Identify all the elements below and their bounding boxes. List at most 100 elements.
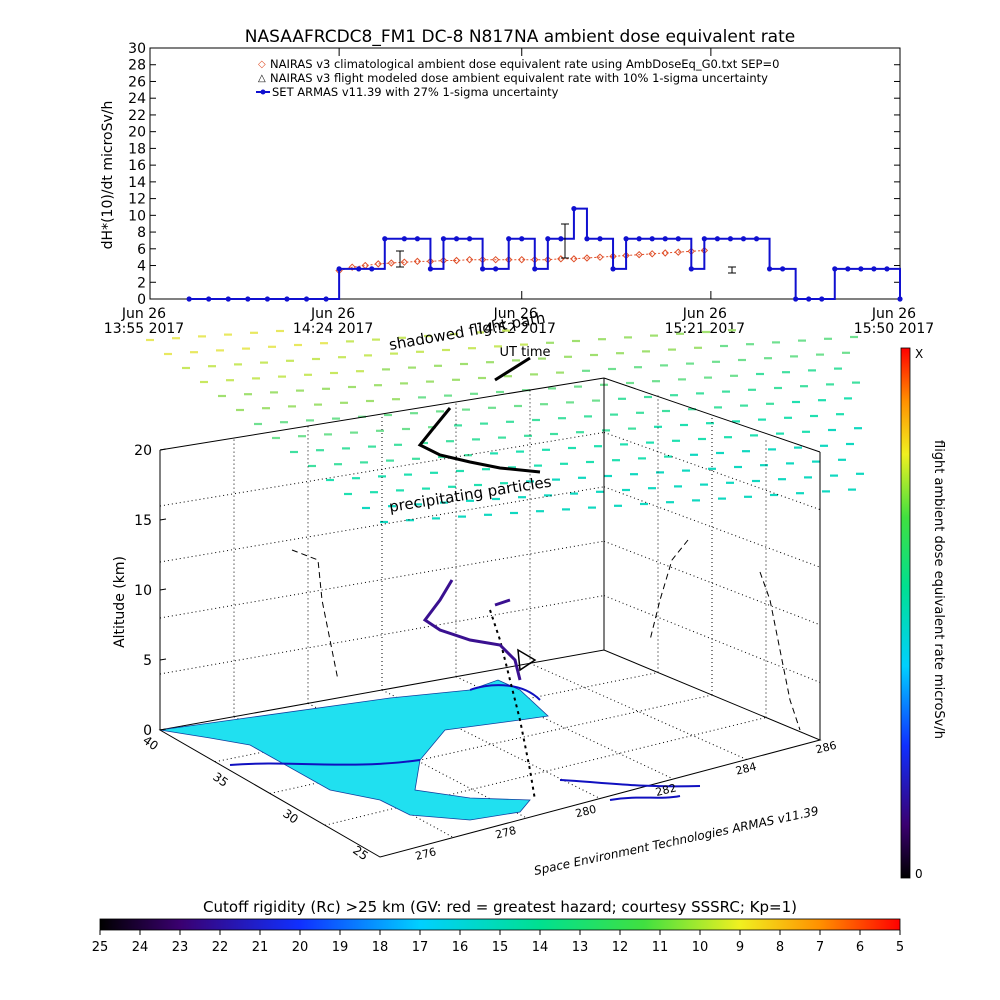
data-point (506, 236, 512, 242)
data-point-diamond (570, 255, 578, 263)
data-point (649, 236, 655, 242)
cb-tick-label: 12 (612, 940, 629, 955)
cb-tick-label: 10 (692, 940, 709, 955)
data-point (336, 266, 342, 272)
x-tick-label: 14:52 2017 (476, 321, 556, 337)
z-tick-mark (159, 518, 167, 521)
y-tick-label: 8 (137, 225, 146, 241)
z-axis-ticks: 0 5 10 15 20 (134, 443, 167, 739)
legend-label: SET ARMAS v11.39 with 27% 1-sigma uncert… (272, 85, 559, 99)
lat-tick-label: 25 (350, 843, 371, 863)
x-tick-label: 13:55 2017 (104, 321, 184, 337)
data-point (245, 296, 251, 302)
data-point (845, 266, 851, 272)
flight-path-shadow-floor (489, 609, 536, 801)
data-point-diamond (648, 250, 656, 258)
data-point (453, 236, 460, 242)
coastline (229, 684, 701, 801)
data-point (753, 236, 760, 242)
wall-gridlines (159, 390, 821, 838)
legend-entry-nairas-climatological: ◇ NAIRAS v3 climatological ambient dose … (258, 57, 779, 71)
cb-tick-label: 6 (856, 940, 864, 955)
data-point (675, 236, 681, 242)
flight-path-shadow-left-wall (291, 549, 339, 681)
data-point (369, 266, 375, 272)
data-point (897, 296, 903, 302)
z-tick-mark (159, 588, 167, 591)
y-tick-label: 10 (128, 208, 146, 224)
legend-marker-diamond: ◇ (258, 59, 266, 70)
z-tick-label: 5 (143, 653, 152, 669)
y-tick-label: 2 (137, 275, 146, 291)
legend-marker-triangle: △ (258, 73, 266, 84)
y-tick-label: 12 (128, 192, 146, 208)
data-point (356, 266, 362, 272)
data-point-diamond (635, 250, 643, 259)
data-point (414, 236, 420, 242)
precipitating-particles-layer (146, 329, 864, 524)
z-tick-label: 20 (134, 443, 152, 459)
z-tick-label: 15 (134, 513, 152, 529)
lon-tick-label: 276 (414, 845, 438, 863)
x-tick-label: 15:50 2017 (854, 321, 934, 337)
y-tick-label: 16 (128, 158, 146, 174)
z-tick-mark (159, 728, 167, 731)
data-point (714, 236, 720, 242)
data-point-diamond (452, 256, 461, 265)
series-line (189, 207, 901, 300)
y-tick-label: 22 (128, 108, 146, 124)
flight-3d-view: shadowed flight path precipitating parti… (112, 309, 864, 878)
colorbar-min-label: 0 (915, 867, 923, 881)
data-point (466, 236, 473, 242)
data-point (793, 296, 799, 302)
legend-entry-nairas-modeled: △ NAIRAS v3 flight modeled dose ambient … (258, 71, 768, 85)
data-point (440, 236, 447, 242)
data-point-diamond (374, 260, 382, 268)
colorbar-label: flight ambient dose equivalent rate micr… (931, 440, 946, 739)
gridline (603, 486, 821, 568)
cb-tick-label: 23 (172, 940, 189, 955)
flight-path-low (517, 648, 537, 672)
y-tick-label: 4 (137, 259, 146, 275)
nairas-modeled-error-bars (396, 223, 736, 274)
error-bar (728, 266, 736, 274)
data-point (519, 236, 525, 242)
y-tick-label: 6 (137, 242, 146, 258)
cb-tick-label: 7 (816, 940, 824, 955)
y-tick-label: 28 (128, 58, 146, 74)
legend-entry-armas: SET ARMAS v11.39 with 27% 1-sigma uncert… (256, 85, 559, 99)
flight-path-shadow-right-wall (649, 539, 801, 731)
cutoff-colorbar-gradient (99, 918, 901, 931)
x-tick-date: Jun 26 (682, 306, 727, 322)
series-nairas-climatological (335, 246, 709, 275)
data-point (284, 296, 290, 302)
cb-tick-label: 25 (92, 940, 109, 955)
data-point-diamond (387, 259, 396, 267)
floor-gridline (233, 716, 454, 838)
cb-tick-label: 9 (736, 940, 744, 955)
cb-tick-label: 21 (252, 940, 269, 955)
cb-tick-label: 8 (776, 940, 784, 955)
y-tick-label: 14 (128, 175, 146, 191)
data-point (884, 266, 890, 272)
lon-tick-label: 280 (574, 803, 598, 821)
data-point-diamond (491, 255, 500, 264)
x-tick-date: Jun 26 (493, 306, 538, 322)
annotation-precipitating-particles: precipitating particles (388, 472, 553, 515)
data-point-diamond (400, 258, 409, 266)
data-point (871, 266, 877, 272)
lat-tick-label: 35 (210, 770, 231, 790)
wall-edge (159, 377, 605, 451)
data-point-diamond (518, 255, 526, 264)
data-point (206, 296, 212, 302)
y-tick-label: 26 (128, 74, 146, 90)
chart-title: NASAAFRCDC8_FM1 DC-8 N817NA ambient dose… (245, 27, 795, 47)
data-point (186, 296, 192, 302)
cb-tick-label: 24 (132, 940, 149, 955)
lon-tick-label: 286 (814, 739, 838, 757)
legend: ◇ NAIRAS v3 climatological ambient dose … (256, 57, 779, 99)
data-point-diamond (348, 263, 356, 271)
cb-tick-label: 22 (212, 940, 229, 955)
